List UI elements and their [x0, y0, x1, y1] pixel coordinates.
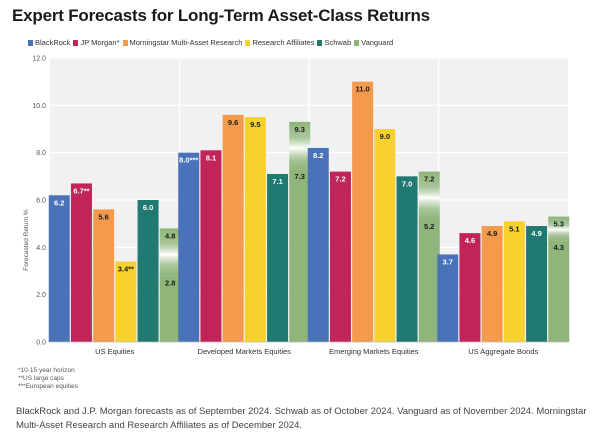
bar-label: 7.2 [335, 175, 345, 184]
y-axis-label: Forecasted Return % [23, 209, 30, 271]
footnotes: *10-15 year horizon **US large caps ***E… [18, 367, 78, 391]
x-tick-label: US Aggregate Bonds [468, 347, 538, 356]
bar-label: 5.1 [509, 224, 519, 233]
y-tick-label: 0.0 [36, 340, 46, 347]
bar-label: 6.0 [143, 203, 153, 212]
bar-jp-morgan [70, 183, 92, 342]
footnote-3: ***European equities [18, 383, 78, 390]
bar-label: 3.7 [443, 257, 453, 266]
footnote-1: *10-15 year horizon [18, 367, 75, 374]
bar-range-vanguard [418, 171, 440, 219]
bar-label: 7.1 [272, 177, 282, 186]
bar-label: 5.6 [98, 212, 108, 221]
bar-research-affiliates [374, 129, 396, 342]
bar-research-affiliates [244, 117, 266, 343]
bar-label: 8.0*** [179, 156, 198, 165]
bar-label: 9.3 [295, 125, 305, 134]
bar-morningstar-multi-asset-research [222, 114, 244, 342]
footnote-2: **US large caps [18, 375, 64, 382]
bar-blackrock [437, 254, 459, 342]
bar-morningstar-multi-asset-research [93, 209, 115, 342]
bar-label: 3.4** [118, 265, 134, 274]
bar-label: 6.7** [73, 186, 89, 195]
legend-swatch [122, 39, 128, 46]
bar-blackrock [48, 195, 70, 342]
x-tick-label: Developed Markets Equities [198, 347, 292, 356]
bar-label: 8.1 [206, 153, 216, 162]
x-tick-label: Emerging Markets Equities [329, 347, 419, 356]
bar-morningstar-multi-asset-research [481, 226, 503, 342]
legend-swatch [28, 39, 33, 46]
bar-research-affiliates [115, 261, 137, 342]
legend-label: Research Affiliates [252, 38, 315, 47]
bar-label: 7.2 [424, 175, 434, 184]
legend-item: Research Affiliates [245, 38, 314, 47]
bar-label: 2.8 [165, 279, 175, 288]
bar-research-affiliates [503, 221, 525, 342]
bar-jp-morgan [459, 233, 481, 342]
bar-label: 6.2 [54, 198, 64, 207]
legend-item: Morningstar Multi-Asset Research [122, 38, 243, 47]
y-tick-label: 10.0 [32, 103, 46, 110]
y-tick-label: 6.0 [36, 198, 46, 205]
y-tick-label: 12.0 [32, 56, 46, 63]
legend-label: JP Morgan* [80, 38, 120, 47]
bar-range-vanguard [159, 228, 181, 276]
bar-blackrock [178, 152, 200, 342]
bar-label: 4.8 [165, 231, 175, 240]
bar-label: 7.0 [402, 179, 412, 188]
legend-item: JP Morgan* [73, 38, 120, 47]
legend-label: Vanguard [361, 38, 394, 47]
bar-vanguard [159, 275, 181, 342]
chart-area: 0.0 2.0 4.0 6.0 8.0 10.0 12.0 Forecasted Return… [23, 56, 570, 356]
bar-label: 9.6 [228, 118, 238, 127]
bar-label: 8.2 [313, 151, 323, 160]
bar-jp-morgan [200, 150, 222, 342]
legend-swatch [317, 39, 323, 46]
legend-label: Morningstar Multi-Asset Research [129, 38, 243, 47]
bar-schwab [396, 176, 418, 342]
bar-morningstar-multi-asset-research [352, 81, 374, 343]
legend-swatch [354, 39, 360, 46]
bar-label: 9.0 [380, 132, 390, 141]
bar-vanguard [548, 240, 570, 342]
y-tick-label: 4.0 [36, 245, 46, 252]
legend-swatch [73, 39, 79, 46]
x-tick-label: US Equities [95, 347, 134, 356]
legend-swatch [245, 39, 251, 46]
bar-blackrock [307, 147, 329, 342]
bar-label: 5.3 [554, 220, 564, 229]
bar-label: 4.9 [531, 229, 541, 238]
chart-title: Expert Forecasts for Long-Term Asset-Cla… [12, 6, 430, 25]
bar-range-vanguard [548, 216, 570, 241]
bar-label: 5.2 [424, 222, 434, 231]
legend-item: Schwab [317, 38, 351, 47]
bar-vanguard [418, 218, 440, 342]
bar-schwab [526, 226, 548, 342]
bar-label: 11.0 [356, 85, 370, 94]
y-tick-label: 8.0 [36, 150, 46, 157]
bar-label: 4.9 [487, 229, 497, 238]
legend-item: BlackRock [28, 38, 70, 47]
legend-label: Schwab [324, 38, 352, 47]
bar-label: 9.5 [250, 120, 260, 129]
source-note: BlackRock and J.P. Morgan forecasts as o… [16, 406, 587, 431]
legend-label: BlackRock [35, 38, 71, 47]
y-tick-label: 2.0 [36, 292, 46, 299]
chart-legend: BlackRock JP Morgan* Morningstar Multi-Ass… [28, 38, 396, 47]
bar-jp-morgan [329, 171, 351, 342]
legend-item: Vanguard [354, 38, 393, 47]
bar-vanguard [289, 169, 311, 342]
bar-range-vanguard [289, 121, 311, 170]
bar-label: 4.6 [465, 236, 475, 245]
bar-schwab [267, 173, 289, 342]
bar-label: 7.3 [295, 172, 305, 181]
bar-schwab [137, 200, 159, 342]
bar-label: 4.3 [554, 243, 564, 252]
